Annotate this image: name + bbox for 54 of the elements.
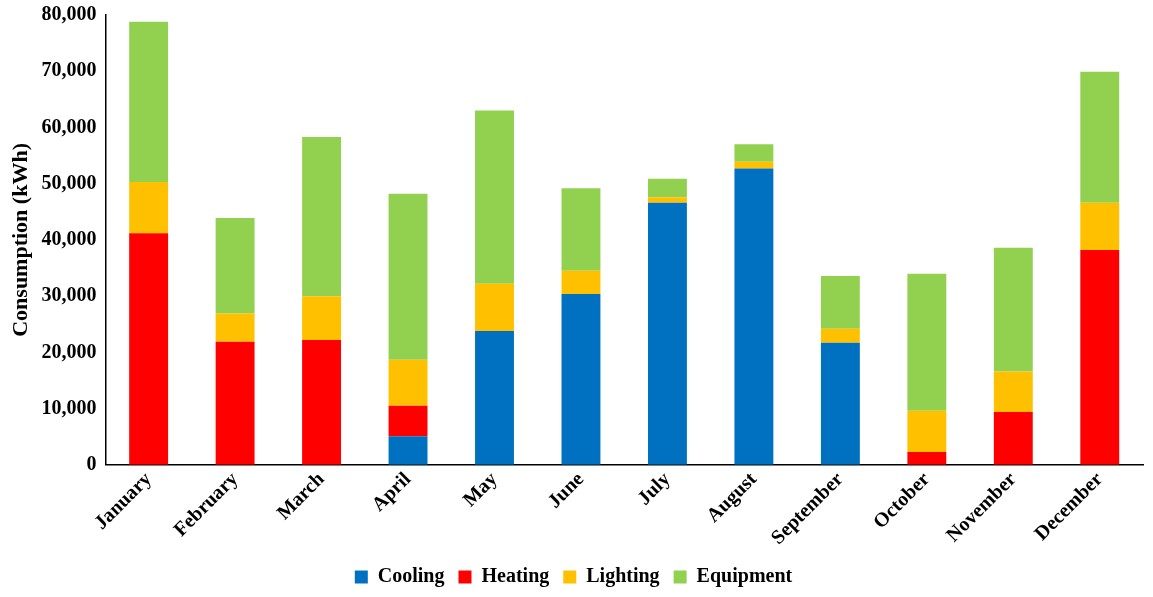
bar: [820, 342, 860, 465]
bar: [734, 161, 774, 169]
bar: [561, 270, 601, 294]
bar: [647, 178, 687, 198]
bar: [820, 275, 860, 329]
y-tick-label: 10,000: [41, 395, 97, 418]
y-tick-label: 60,000: [41, 114, 97, 137]
bar: [993, 371, 1033, 412]
bar: [302, 137, 342, 297]
bar: [388, 436, 428, 465]
bar: [561, 188, 601, 271]
bar: [1080, 71, 1120, 203]
bar: [388, 405, 428, 437]
bar: [302, 296, 342, 341]
bar: [993, 247, 1033, 372]
bar: [820, 328, 860, 343]
bar: [734, 144, 774, 162]
y-tick-label: 0: [86, 452, 97, 475]
bar: [215, 341, 255, 465]
bar: [1080, 250, 1120, 465]
bar: [215, 313, 255, 342]
y-tick-label: 20,000: [41, 339, 97, 362]
y-tick-label: 80,000: [41, 2, 97, 25]
legend-label: Heating: [481, 564, 550, 588]
bar: [561, 293, 601, 465]
bar: [907, 410, 947, 452]
x-tick-label: May: [457, 467, 502, 512]
bar: [129, 233, 169, 465]
x-tick-label: July: [632, 467, 675, 510]
bar: [475, 110, 514, 284]
bar: [734, 168, 774, 465]
bar: [647, 202, 687, 465]
bar: [475, 331, 514, 465]
bar: [907, 273, 947, 411]
x-tick-label: June: [542, 467, 588, 512]
bar: [1080, 202, 1120, 251]
legend-label: Lighting: [586, 564, 660, 588]
bar: [388, 193, 428, 360]
legend-label: Equipment: [696, 564, 793, 588]
y-axis-title: Consumption (kWh): [6, 143, 32, 337]
legend-label: Cooling: [377, 564, 445, 588]
y-tick-label: 70,000: [41, 58, 97, 81]
y-tick-label: 50,000: [41, 170, 97, 193]
y-tick-label: 40,000: [41, 227, 97, 250]
bar: [129, 21, 169, 182]
bar: [388, 359, 428, 406]
y-tick-label: 30,000: [41, 283, 97, 306]
bar: [475, 283, 514, 332]
bar: [993, 411, 1033, 465]
bar: [215, 217, 255, 314]
bar: [907, 451, 947, 465]
bar: [302, 340, 342, 465]
bar: [129, 182, 169, 234]
bar: [647, 197, 687, 203]
